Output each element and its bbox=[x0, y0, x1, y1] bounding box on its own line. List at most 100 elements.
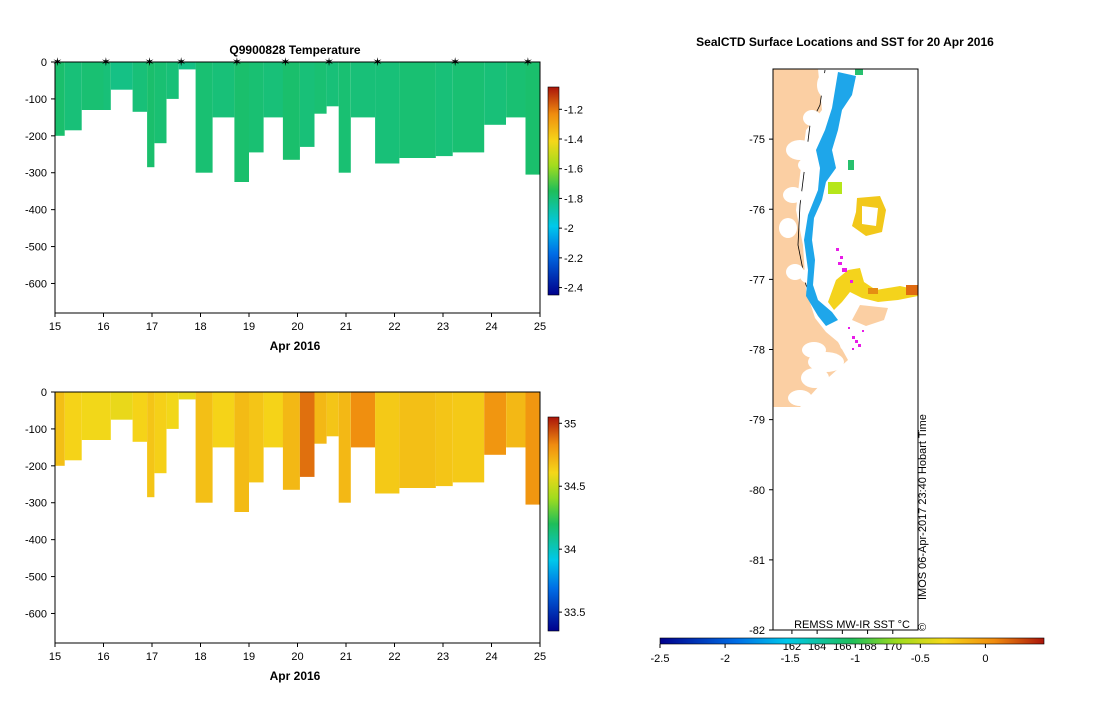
profile-bar bbox=[64, 392, 82, 461]
profile-bar bbox=[263, 62, 283, 118]
x-tick-label: 19 bbox=[243, 321, 255, 333]
profile-bar bbox=[81, 392, 104, 440]
salinity-colorbar-ticks: 35 34.5 34 33.5 bbox=[559, 418, 585, 619]
ctd-locations bbox=[836, 248, 864, 350]
x-tick-label: 22 bbox=[388, 321, 400, 333]
sst-colorbar-label: REMSS MW-IR SST °C bbox=[794, 619, 910, 631]
imos-credit: IMOS 06-Apr-2017 23:40 Hobart Time bbox=[917, 414, 929, 600]
y-tick-label: 0 bbox=[41, 57, 47, 69]
profile-bar bbox=[375, 62, 400, 164]
profile-bar bbox=[326, 392, 339, 437]
profile-bar bbox=[435, 62, 453, 157]
y-tick-label: -200 bbox=[25, 131, 47, 143]
profile-bar bbox=[234, 62, 249, 182]
profile-bar bbox=[282, 62, 300, 160]
profile-bar bbox=[103, 392, 111, 440]
profile-bar bbox=[375, 392, 400, 494]
lat-tick-label: -79 bbox=[749, 415, 765, 427]
map-latitude-axis: -75 -76 -77 -78 -79 -80 -81 -82 bbox=[749, 134, 773, 637]
lat-tick-label: -81 bbox=[749, 555, 765, 567]
x-tick-label: 21 bbox=[340, 651, 352, 663]
x-tick-label: 18 bbox=[194, 321, 206, 333]
salinity-x-label: Apr 2016 bbox=[270, 669, 321, 683]
profile-bar bbox=[314, 62, 327, 114]
sst-colorbar-ticks: -2.5 -2 -1.5 -1 -0.5 0 bbox=[651, 644, 988, 665]
colorbar-tick-label: 33.5 bbox=[564, 607, 585, 619]
profile-bar bbox=[484, 392, 506, 455]
sst-green-patch-top bbox=[855, 69, 863, 75]
colorbar-tick-label: 34 bbox=[564, 544, 576, 556]
y-tick-label: -200 bbox=[25, 461, 47, 473]
sst-colorbar-tick-label: -1.5 bbox=[781, 653, 800, 665]
lat-tick-label: -76 bbox=[749, 204, 765, 216]
lat-tick-label: -78 bbox=[749, 345, 765, 357]
salinity-panel: 0 -100 -200 -300 -400 -500 -600 15 16 17 18 19 20 21… bbox=[25, 387, 585, 683]
sst-warm-ring bbox=[852, 196, 886, 236]
profile-bar bbox=[484, 62, 506, 125]
profile-bar bbox=[132, 62, 148, 112]
salinity-colorbar bbox=[547, 416, 560, 632]
profile-bar bbox=[399, 62, 436, 158]
colorbar-tick-label: 35 bbox=[564, 418, 576, 430]
x-tick-label: 20 bbox=[291, 321, 303, 333]
profile-bar bbox=[263, 392, 283, 448]
profile-bar bbox=[178, 62, 196, 70]
colorbar-tick-label: -2.4 bbox=[564, 283, 583, 295]
y-tick-label: -500 bbox=[25, 242, 47, 254]
profile-bar bbox=[506, 392, 526, 448]
temperature-y-axis: 0 -100 -200 -300 -400 -500 -600 bbox=[25, 57, 55, 290]
temperature-colorbar-ticks: -1.2 -1.4 -1.6 -1.8 -2 -2.2 -2.4 bbox=[559, 104, 583, 295]
x-tick-label: 24 bbox=[485, 321, 497, 333]
profile-bar bbox=[178, 392, 196, 400]
sst-orange-spot bbox=[868, 288, 878, 294]
no-data-cloud-areas bbox=[779, 73, 854, 406]
y-tick-label: -500 bbox=[25, 572, 47, 584]
colorbar-tick-label: -2 bbox=[564, 223, 574, 235]
profile-bar bbox=[166, 62, 179, 99]
profile-bar bbox=[314, 392, 327, 444]
profile-bar bbox=[249, 62, 264, 153]
y-tick-label: -300 bbox=[25, 168, 47, 180]
profile-bar bbox=[525, 392, 540, 505]
sst-colorbar-tick-label: -0.5 bbox=[911, 653, 930, 665]
lat-tick-label: -80 bbox=[749, 485, 765, 497]
salinity-profiles bbox=[55, 392, 540, 512]
y-tick-label: -300 bbox=[25, 498, 47, 510]
profile-bar bbox=[195, 62, 213, 173]
colorbar-tick-label: -1.8 bbox=[564, 193, 583, 205]
y-tick-label: -100 bbox=[25, 94, 47, 106]
profile-bar bbox=[350, 392, 376, 448]
y-tick-label: -600 bbox=[25, 278, 47, 290]
profile-bar bbox=[234, 392, 249, 512]
profile-bar bbox=[350, 62, 376, 118]
sst-colorbar-tick-label: -2 bbox=[720, 653, 730, 665]
lat-tick-label: -75 bbox=[749, 134, 765, 146]
profile-bar bbox=[147, 62, 155, 168]
x-tick-label: 25 bbox=[534, 321, 546, 333]
sst-colorbar-tick-label: 0 bbox=[982, 653, 988, 665]
profile-bar bbox=[195, 392, 213, 503]
y-tick-label: -600 bbox=[25, 608, 47, 620]
x-tick-label: 20 bbox=[291, 651, 303, 663]
profile-bar bbox=[435, 392, 453, 487]
profile-bar bbox=[326, 62, 339, 107]
profile-bar bbox=[147, 392, 155, 498]
map-panel: SealCTD Surface Locations and SST for 20… bbox=[651, 35, 1045, 665]
profile-bar bbox=[132, 392, 148, 442]
x-tick-label: 22 bbox=[388, 651, 400, 663]
lat-tick-label: -82 bbox=[749, 625, 765, 637]
sst-coastal-band bbox=[804, 72, 856, 326]
x-tick-label: 18 bbox=[194, 651, 206, 663]
lat-tick-label: -77 bbox=[749, 274, 765, 286]
profile-bar bbox=[55, 392, 65, 466]
profile-bar bbox=[299, 392, 315, 477]
profile-bar bbox=[212, 392, 235, 448]
profile-bar bbox=[249, 392, 264, 483]
profile-bar bbox=[166, 392, 179, 429]
profile-bar bbox=[212, 62, 235, 118]
x-tick-label: 19 bbox=[243, 651, 255, 663]
x-tick-label: 21 bbox=[340, 321, 352, 333]
profile-bar bbox=[452, 62, 485, 153]
profile-bar bbox=[110, 62, 133, 90]
